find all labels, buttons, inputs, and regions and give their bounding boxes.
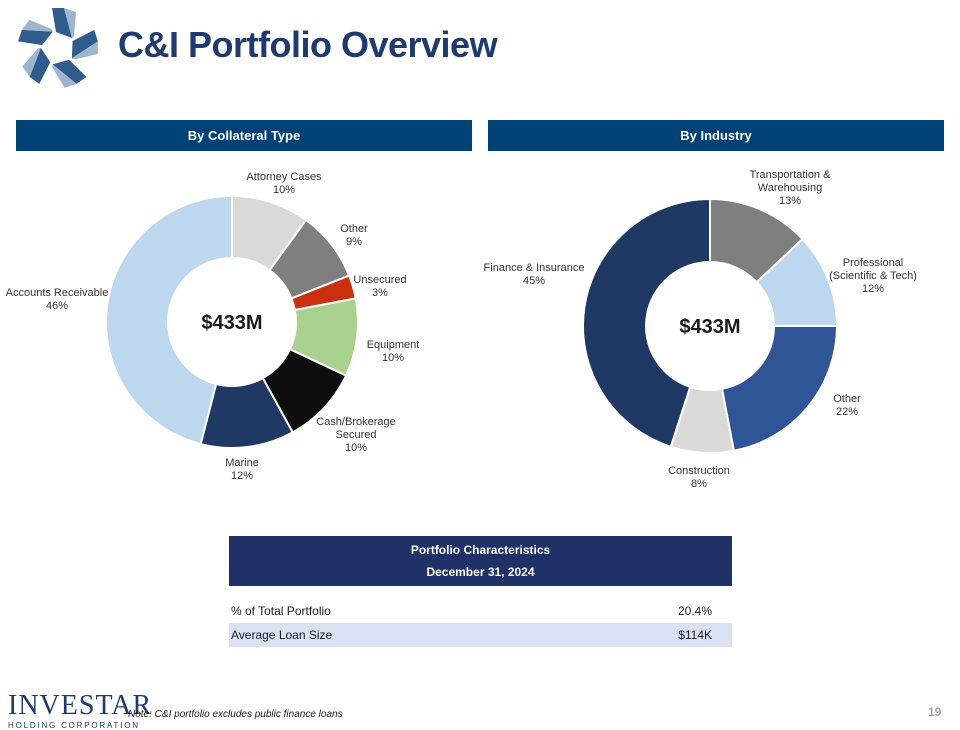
slice-label: Finance & Insurance 45% — [484, 262, 585, 287]
industry-panel-header: By Industry — [488, 120, 944, 151]
slice-accounts-receivable — [105, 194, 233, 446]
slice-label: Other 9% — [340, 223, 368, 248]
table-title: Portfolio Characteristics — [229, 536, 732, 560]
portfolio-characteristics-table: Portfolio Characteristics December 31, 2… — [229, 536, 732, 647]
page-title: C&I Portfolio Overview — [118, 24, 498, 65]
slice-label: Construction 8% — [668, 465, 730, 490]
footer-brand-logo: INVESTAR HOLDING CORPORATION — [8, 690, 153, 730]
collateral-panel-header: By Collateral Type — [16, 120, 472, 151]
slice-label: Other 22% — [833, 393, 861, 418]
donut-center-total: $433M — [679, 316, 740, 338]
slice-label: Equipment 10% — [367, 339, 420, 364]
footnote: Note: C&I portfolio excludes public fina… — [128, 709, 343, 720]
industry-donut-chart: Transportation & Warehousing 13% Profession… — [484, 169, 917, 490]
slice-finance-insurance — [582, 197, 711, 449]
table-subtitle: December 31, 2024 — [229, 560, 732, 586]
slice-label: Transportation & Warehousing 13% — [750, 169, 832, 207]
row-value: 20.4% — [677, 604, 712, 618]
page-number: 19 — [928, 705, 942, 719]
donut-center-total: $433M — [201, 312, 262, 334]
row-value: $114K — [678, 628, 712, 642]
row-label: Average Loan Size — [231, 628, 333, 642]
investar-star-logo — [18, 8, 102, 91]
slice-other — [720, 325, 839, 452]
brand-wordmark: INVESTAR — [8, 690, 153, 721]
table-row: Average Loan Size $114K — [229, 623, 732, 647]
slice-label: Attorney Cases 10% — [246, 171, 322, 196]
table-row: % of Total Portfolio 20.4% — [229, 599, 732, 623]
slice-label: Accounts Receivable 46% — [6, 287, 109, 312]
brand-subtitle: HOLDING CORPORATION — [8, 721, 140, 730]
collateral-donut-chart: Attorney Cases 10% Other 9% Unsecured 3% Equip… — [6, 171, 420, 482]
slice-label: Unsecured 3% — [353, 274, 406, 299]
slice-label: Cash/Brokerage Secured 10% — [316, 416, 396, 454]
row-label: % of Total Portfolio — [231, 604, 331, 618]
slice-label: Marine 12% — [225, 457, 259, 482]
slice-label: Professional (Scientific & Tech) 12% — [829, 257, 917, 295]
